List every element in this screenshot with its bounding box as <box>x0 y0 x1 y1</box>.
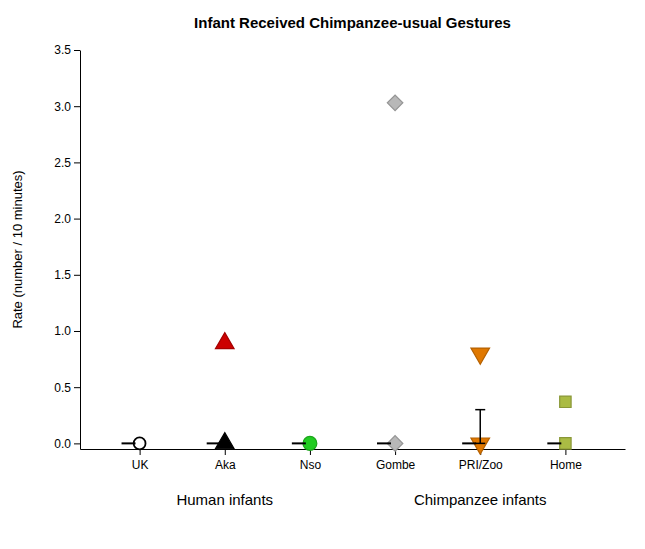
point <box>471 348 490 364</box>
chart: UK Aka Nso Gombe PRI/Zoo Home 0.0 0.5 1.0 1.5 2.0 2… <box>0 0 645 549</box>
y-tick: 0.5 <box>54 381 80 395</box>
y-tick: 1.0 <box>54 324 80 338</box>
x-axis-line <box>81 449 626 450</box>
error-bar-cap <box>475 443 485 445</box>
y-tick-mark <box>74 275 80 276</box>
y-tick-label: 0.0 <box>54 437 71 451</box>
point <box>122 442 136 444</box>
point <box>560 396 571 407</box>
point <box>207 442 221 444</box>
x-tick: UK <box>132 449 149 472</box>
x-tick: Gombe <box>376 449 416 472</box>
x-axis: UK Aka Nso Gombe PRI/Zoo Home <box>81 449 626 472</box>
y-tick-mark <box>74 219 80 220</box>
y-tick-label: 3.5 <box>54 43 71 57</box>
error-bar-line <box>479 410 481 444</box>
y-tick-mark <box>74 106 80 107</box>
y-axis-line <box>80 51 81 450</box>
group-label: Chimpanzee infants <box>414 491 547 508</box>
y-tick: 0.0 <box>54 437 80 451</box>
x-tick-mark <box>225 449 226 455</box>
plot: UK Aka Nso Gombe PRI/Zoo Home 0.0 0.5 1.0 1.5 2.0 2… <box>54 43 625 508</box>
error-bar <box>475 410 485 444</box>
y-tick-label: 1.0 <box>54 324 71 338</box>
y-tick-label: 0.5 <box>54 381 71 395</box>
y-tick: 3.0 <box>54 100 80 114</box>
y-axis-title: Rate (number / 10 minutes) <box>10 170 25 328</box>
x-tick-label: UK <box>132 458 149 472</box>
x-tick-label: PRI/Zoo <box>459 458 503 472</box>
x-tick-label: Aka <box>215 458 236 472</box>
x-tick: Aka <box>215 449 236 472</box>
y-tick-label: 2.5 <box>54 156 71 170</box>
y-tick: 2.5 <box>54 156 80 170</box>
y-tick-mark <box>74 162 80 163</box>
y-tick-label: 3.0 <box>54 100 71 114</box>
y-tick-mark <box>74 50 80 51</box>
point <box>292 442 306 444</box>
x-tick-label: Nso <box>300 458 322 472</box>
y-tick: 1.5 <box>54 268 80 282</box>
point <box>560 438 571 449</box>
point <box>462 442 476 444</box>
x-tick-mark <box>565 449 566 455</box>
marks <box>122 95 572 454</box>
y-tick-label: 1.5 <box>54 268 71 282</box>
group-label: Human infants <box>176 491 273 508</box>
x-tick: Home <box>550 449 582 472</box>
x-tick: Nso <box>300 449 322 472</box>
y-tick-label: 2.0 <box>54 212 71 226</box>
y-axis: 0.0 0.5 1.0 1.5 2.0 2.5 3.0 3.5 <box>54 43 80 450</box>
y-tick-mark <box>74 387 80 388</box>
y-tick-mark <box>74 443 80 444</box>
y-tick-mark <box>74 331 80 332</box>
title: Infant Received Chimpanzee-usual Gesture… <box>194 14 511 31</box>
error-bar-cap <box>475 409 485 411</box>
x-tick-label: Home <box>550 458 582 472</box>
point <box>387 95 402 110</box>
y-tick: 3.5 <box>54 43 80 57</box>
point <box>215 433 234 449</box>
y-tick: 2.0 <box>54 212 80 226</box>
point <box>547 442 561 444</box>
point <box>215 333 234 349</box>
x-tick-label: Gombe <box>376 458 416 472</box>
point <box>377 442 391 444</box>
